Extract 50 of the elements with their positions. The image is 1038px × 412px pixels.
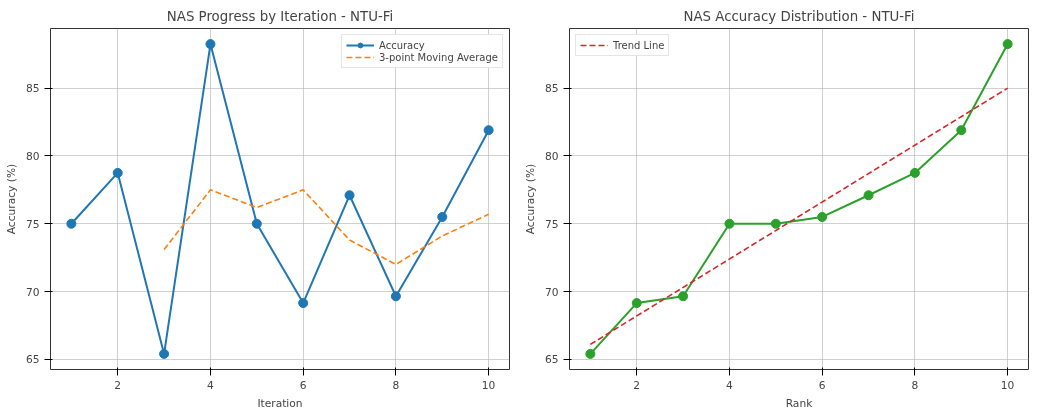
- point: [1002, 39, 1013, 50]
- x-tick-label: 4: [726, 378, 734, 392]
- point: [344, 190, 355, 201]
- chart-title: NAS Accuracy Distribution - NTU-Fi: [683, 8, 915, 24]
- point: [909, 167, 920, 178]
- x-axis-title: Iteration: [257, 396, 303, 410]
- point: [631, 298, 642, 309]
- y-tick-label: 75: [25, 217, 40, 231]
- point: [298, 298, 309, 309]
- x-tick-label: 6: [299, 378, 307, 392]
- point: [112, 167, 123, 178]
- point: [390, 291, 401, 302]
- point: [251, 218, 262, 229]
- x-tick-label: 2: [633, 378, 641, 392]
- x-tick-label: 10: [1000, 378, 1015, 392]
- chart-title: NAS Progress by Iteration - NTU-Fi: [166, 8, 394, 24]
- y-tick-label: 70: [25, 285, 40, 299]
- y-axis-title: Accuracy (%): [523, 163, 537, 235]
- y-tick-label: 65: [544, 353, 559, 367]
- x-tick-label: 4: [207, 378, 215, 392]
- point: [956, 125, 967, 136]
- x-tick-label: 8: [392, 378, 400, 392]
- y-tick-label: 65: [25, 353, 40, 367]
- point: [66, 218, 77, 229]
- x-tick-label: 8: [911, 378, 919, 392]
- line-series: [163, 189, 490, 266]
- legend-label: Accuracy: [378, 39, 425, 51]
- point: [770, 218, 781, 229]
- y-tick-label: 75: [544, 217, 559, 231]
- x-tick-label: 2: [114, 378, 122, 392]
- y-tick-label: 85: [25, 82, 40, 96]
- point: [678, 291, 689, 302]
- legend-label: 3-point Moving Average: [378, 51, 498, 63]
- point: [863, 190, 874, 201]
- point: [205, 39, 216, 50]
- y-tick-label: 80: [25, 149, 40, 163]
- point: [724, 218, 735, 229]
- y-tick-label: 70: [544, 285, 559, 299]
- point: [585, 348, 596, 359]
- point: [817, 211, 828, 222]
- point: [159, 348, 170, 359]
- point: [437, 211, 448, 222]
- y-tick-label: 80: [544, 149, 559, 163]
- x-tick-label: 10: [481, 378, 496, 392]
- legend-label: Trend Line: [613, 39, 665, 51]
- y-tick-label: 85: [544, 82, 559, 96]
- point: [483, 125, 494, 136]
- x-axis-title: Rank: [785, 396, 814, 410]
- y-axis-title: Accuracy (%): [4, 163, 18, 235]
- x-tick-label: 6: [818, 378, 826, 392]
